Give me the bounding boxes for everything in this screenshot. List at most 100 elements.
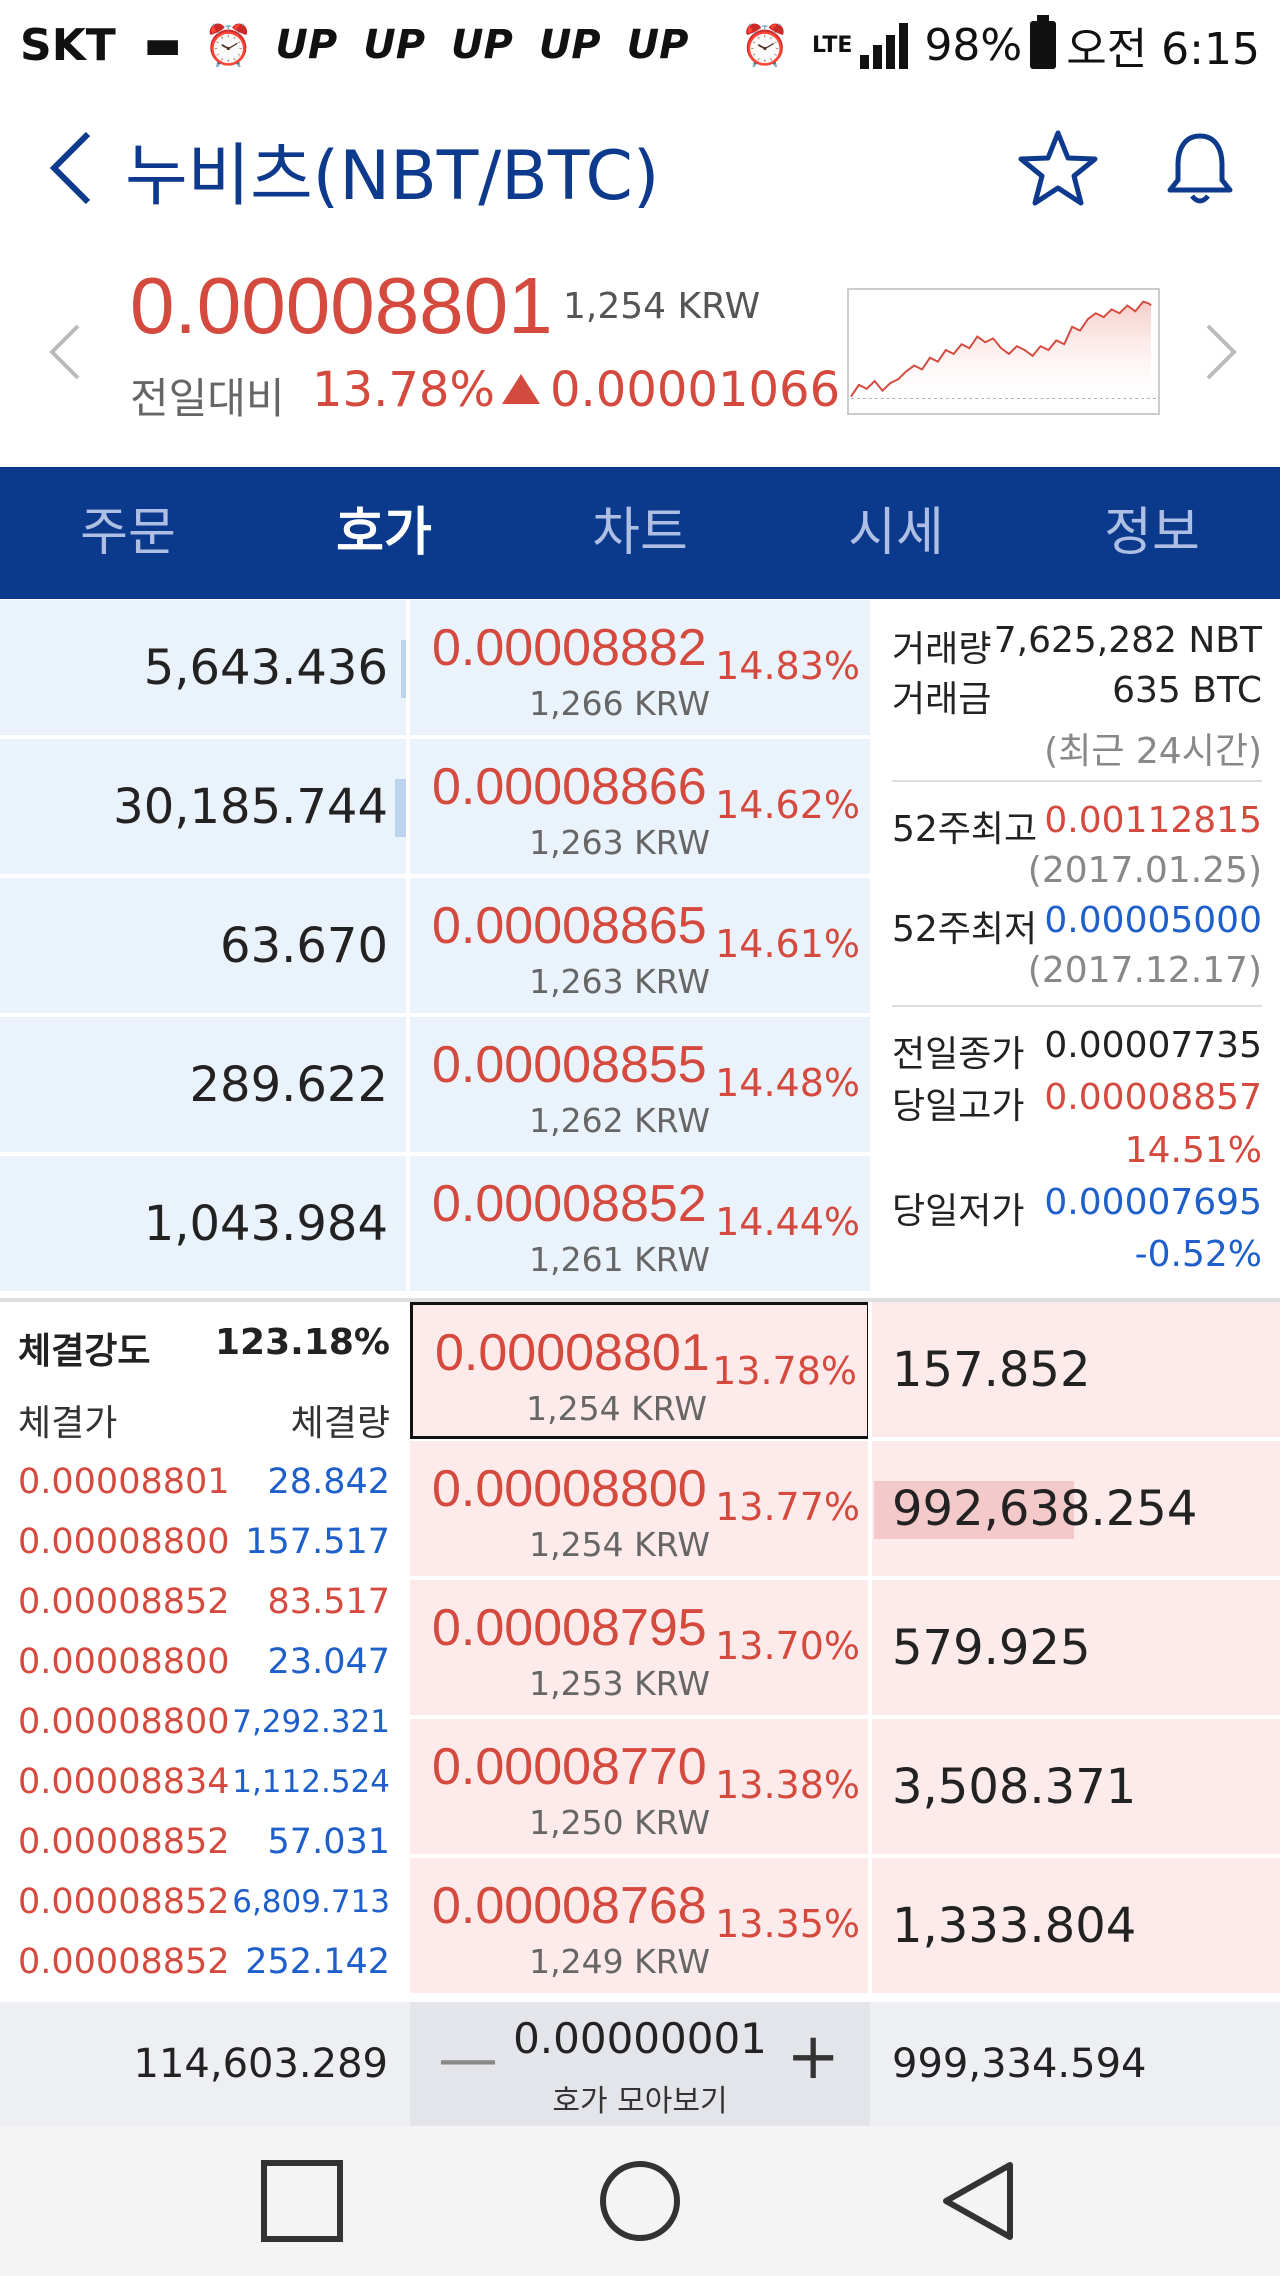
bid-price-krw: 1,249 KRW	[529, 1942, 710, 1981]
signal-icon	[860, 21, 912, 69]
trade-price: 0.00008834	[18, 1762, 230, 1802]
ask-quantity: 5,643.436	[143, 640, 388, 696]
trade-row: 0.00008852 57.031	[18, 1812, 390, 1872]
ask-price-cell[interactable]: 0.00008852 1,261 KRW 14.44%	[410, 1156, 870, 1293]
tab-orderbook[interactable]: 호가	[336, 503, 432, 563]
day-high-value: 0.00008857	[1044, 1077, 1262, 1118]
chevron-left-icon[interactable]	[46, 322, 84, 382]
trade-qty: 7,292.321	[232, 1704, 390, 1740]
bid-row[interactable]: 579.925 0.00008795 1,253 KRW 13.70%	[410, 1580, 1280, 1717]
bid-price: 0.00008770	[432, 1738, 707, 1796]
bid-price-cell[interactable]: 0.00008768 1,249 KRW 13.35%	[410, 1858, 870, 1995]
amount-value: 635 BTC	[1112, 670, 1262, 711]
ask-price-cell[interactable]: 0.00008865 1,263 KRW 14.61%	[410, 878, 870, 1015]
day-low-pct-row: -0.52%	[892, 1234, 1262, 1275]
bid-quantity: 579.925	[892, 1620, 1091, 1676]
trade-price-header: 체결가	[18, 1403, 118, 1444]
ask-price-cell[interactable]: 0.00008855 1,262 KRW 14.48%	[410, 1017, 870, 1154]
bid-row[interactable]: 1,333.804 0.00008768 1,249 KRW 13.35%	[410, 1858, 1280, 1995]
low52-row: 52주최저 0.00005000	[892, 900, 1262, 952]
plus-button[interactable]: +	[786, 2020, 840, 2094]
trade-strength-label: 체결강도	[18, 1331, 151, 1372]
home-icon[interactable]	[598, 2159, 682, 2243]
recent-apps-icon[interactable]	[260, 2159, 344, 2243]
info-separator	[892, 780, 1262, 782]
tab-order[interactable]: 주문	[80, 503, 176, 563]
column-divider	[868, 1302, 872, 2002]
page-title: 누비츠(NBT/BTC)	[125, 137, 660, 216]
day-low-value: 0.00007695	[1044, 1182, 1262, 1223]
bid-quantity: 992,638.254	[892, 1481, 1198, 1537]
current-price: 0.00008801	[130, 261, 553, 350]
trade-row: 0.00008800 157.517	[18, 1512, 390, 1572]
back-nav-icon[interactable]	[938, 2159, 1022, 2243]
low52-date: (2017.12.17)	[1027, 950, 1262, 991]
bid-price-cell[interactable]: 0.00008801 1,254 KRW 13.78%	[410, 1302, 870, 1439]
high52-value: 0.00112815	[1044, 800, 1262, 841]
lte-icon: LTE	[812, 32, 853, 58]
ask-row[interactable]: 30,185.744 0.00008866 1,263 KRW 14.62%	[0, 739, 870, 876]
trade-row: 0.00008801 28.842	[18, 1452, 390, 1512]
tick-unit-control: — 0.00000001 호가 모아보기 +	[410, 2002, 870, 2126]
depth-bar	[401, 640, 407, 698]
low52-value: 0.00005000	[1044, 900, 1262, 941]
trade-price: 0.00008852	[18, 1942, 230, 1982]
back-arrow-icon[interactable]	[48, 130, 96, 206]
star-icon[interactable]	[1018, 128, 1098, 208]
trade-price: 0.00008801	[18, 1462, 230, 1502]
tab-info[interactable]: 정보	[1104, 503, 1200, 563]
high52-date-row: (2017.01.25)	[892, 850, 1262, 891]
amount-label: 거래금	[892, 679, 992, 720]
period-note: (최근 24시간)	[1044, 731, 1262, 772]
bid-price-cell[interactable]: 0.00008795 1,253 KRW 13.70%	[410, 1580, 870, 1717]
ask-row[interactable]: 63.670 0.00008865 1,263 KRW 14.61%	[0, 878, 870, 1015]
trade-strength-value: 123.18%	[215, 1322, 390, 1363]
bid-row[interactable]: 3,508.371 0.00008770 1,250 KRW 13.38%	[410, 1719, 1280, 1856]
up-badge: UP	[451, 22, 513, 68]
tab-chart[interactable]: 차트	[592, 503, 688, 563]
bid-row[interactable]: 992,638.254 0.00008800 1,254 KRW 13.77%	[410, 1441, 1280, 1578]
ask-row[interactable]: 1,043.984 0.00008852 1,261 KRW 14.44%	[0, 1156, 870, 1293]
ask-quantity: 63.670	[220, 918, 388, 974]
trade-qty-header: 체결량	[290, 1403, 390, 1444]
chevron-right-icon[interactable]	[1202, 322, 1240, 382]
trade-qty: 252.142	[245, 1942, 390, 1982]
ask-price: 0.00008866	[432, 758, 707, 816]
high52-row: 52주최고 0.00112815	[892, 800, 1262, 852]
ask-price-krw: 1,262 KRW	[529, 1101, 710, 1140]
ask-price-cell[interactable]: 0.00008866 1,263 KRW 14.62%	[410, 739, 870, 876]
depth-bar	[395, 779, 407, 837]
bell-icon[interactable]	[1160, 128, 1240, 208]
trade-history[interactable]: 체결강도 123.18% 체결가 체결량 0.00008801 28.842 0.…	[0, 1302, 408, 2002]
ask-price-krw: 1,263 KRW	[529, 962, 710, 1001]
trade-row: 0.00008800 7,292.321	[18, 1692, 390, 1752]
bid-percent: 13.35%	[715, 1902, 860, 1946]
trade-price: 0.00008800	[18, 1642, 230, 1682]
sparkline-chart[interactable]	[847, 288, 1160, 415]
up-badge: UP	[275, 22, 338, 68]
trade-row: 0.00008852 6,809.713	[18, 1872, 390, 1932]
bid-total: 999,334.594	[892, 2041, 1147, 2087]
carrier-label: SKT	[20, 19, 116, 71]
ask-row[interactable]: 5,643.436 0.00008882 1,266 KRW 14.83%	[0, 600, 870, 737]
ask-row[interactable]: 289.622 0.00008855 1,262 KRW 14.48%	[0, 1017, 870, 1154]
column-divider	[406, 600, 410, 1298]
day-high-percent: 14.51%	[1124, 1130, 1262, 1171]
trade-row: 0.00008800 23.047	[18, 1632, 390, 1692]
ask-percent: 14.83%	[715, 644, 860, 688]
message-icon: ▬	[143, 22, 182, 68]
tab-market-price[interactable]: 시세	[848, 503, 944, 563]
minus-button[interactable]: —	[438, 2024, 498, 2094]
info-separator	[892, 1005, 1262, 1007]
day-low-percent: -0.52%	[1134, 1234, 1262, 1275]
ask-total: 114,603.289	[133, 2041, 388, 2087]
bid-price-cell[interactable]: 0.00008770 1,250 KRW 13.38%	[410, 1719, 870, 1856]
ask-price-cell[interactable]: 0.00008882 1,266 KRW 14.83%	[410, 600, 870, 737]
ask-price: 0.00008865	[432, 897, 707, 955]
ask-price: 0.00008882	[432, 619, 707, 677]
bid-percent: 13.70%	[715, 1624, 860, 1668]
bid-row[interactable]: 157.852 0.00008801 1,254 KRW 13.78%	[410, 1302, 1280, 1439]
bid-price-krw: 1,254 KRW	[526, 1389, 707, 1428]
bid-percent: 13.38%	[715, 1763, 860, 1807]
bid-price-cell[interactable]: 0.00008800 1,254 KRW 13.77%	[410, 1441, 870, 1578]
